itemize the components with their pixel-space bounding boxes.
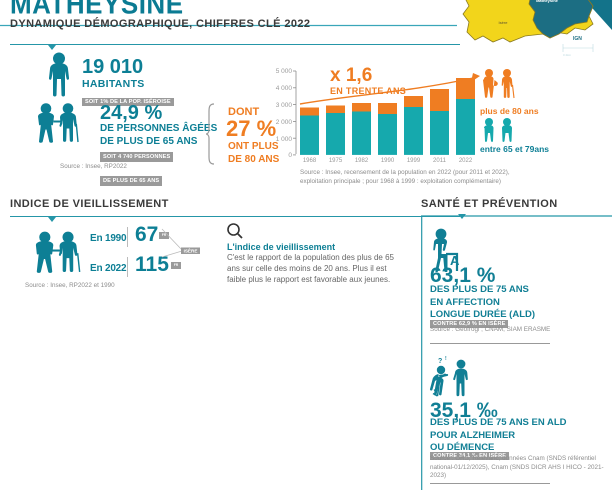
svg-text:0 2km: 0 2km	[563, 53, 572, 57]
svg-text:1 000: 1 000	[276, 136, 293, 143]
svg-text:IGN: IGN	[573, 36, 582, 42]
svg-text:Matheysine: Matheysine	[536, 0, 559, 3]
svg-text:5 000: 5 000	[276, 68, 293, 75]
svg-text:3 000: 3 000	[276, 102, 293, 109]
svg-text:1968: 1968	[303, 158, 317, 164]
svg-text:1975: 1975	[329, 158, 343, 164]
svg-text:1999: 1999	[407, 158, 421, 164]
svg-text:2 000: 2 000	[276, 119, 293, 126]
svg-text:2011: 2011	[433, 158, 447, 164]
svg-text:Isère: Isère	[499, 20, 509, 25]
svg-text:2022: 2022	[459, 158, 473, 164]
svg-text:ISÈRE: ISÈRE	[184, 246, 198, 253]
svg-text:4 000: 4 000	[276, 85, 293, 92]
svg-text:!: !	[445, 356, 447, 362]
svg-text:1982: 1982	[355, 158, 369, 164]
svg-text:0: 0	[288, 152, 292, 159]
svg-text:?: ?	[438, 358, 442, 365]
svg-text:1990: 1990	[381, 158, 395, 164]
